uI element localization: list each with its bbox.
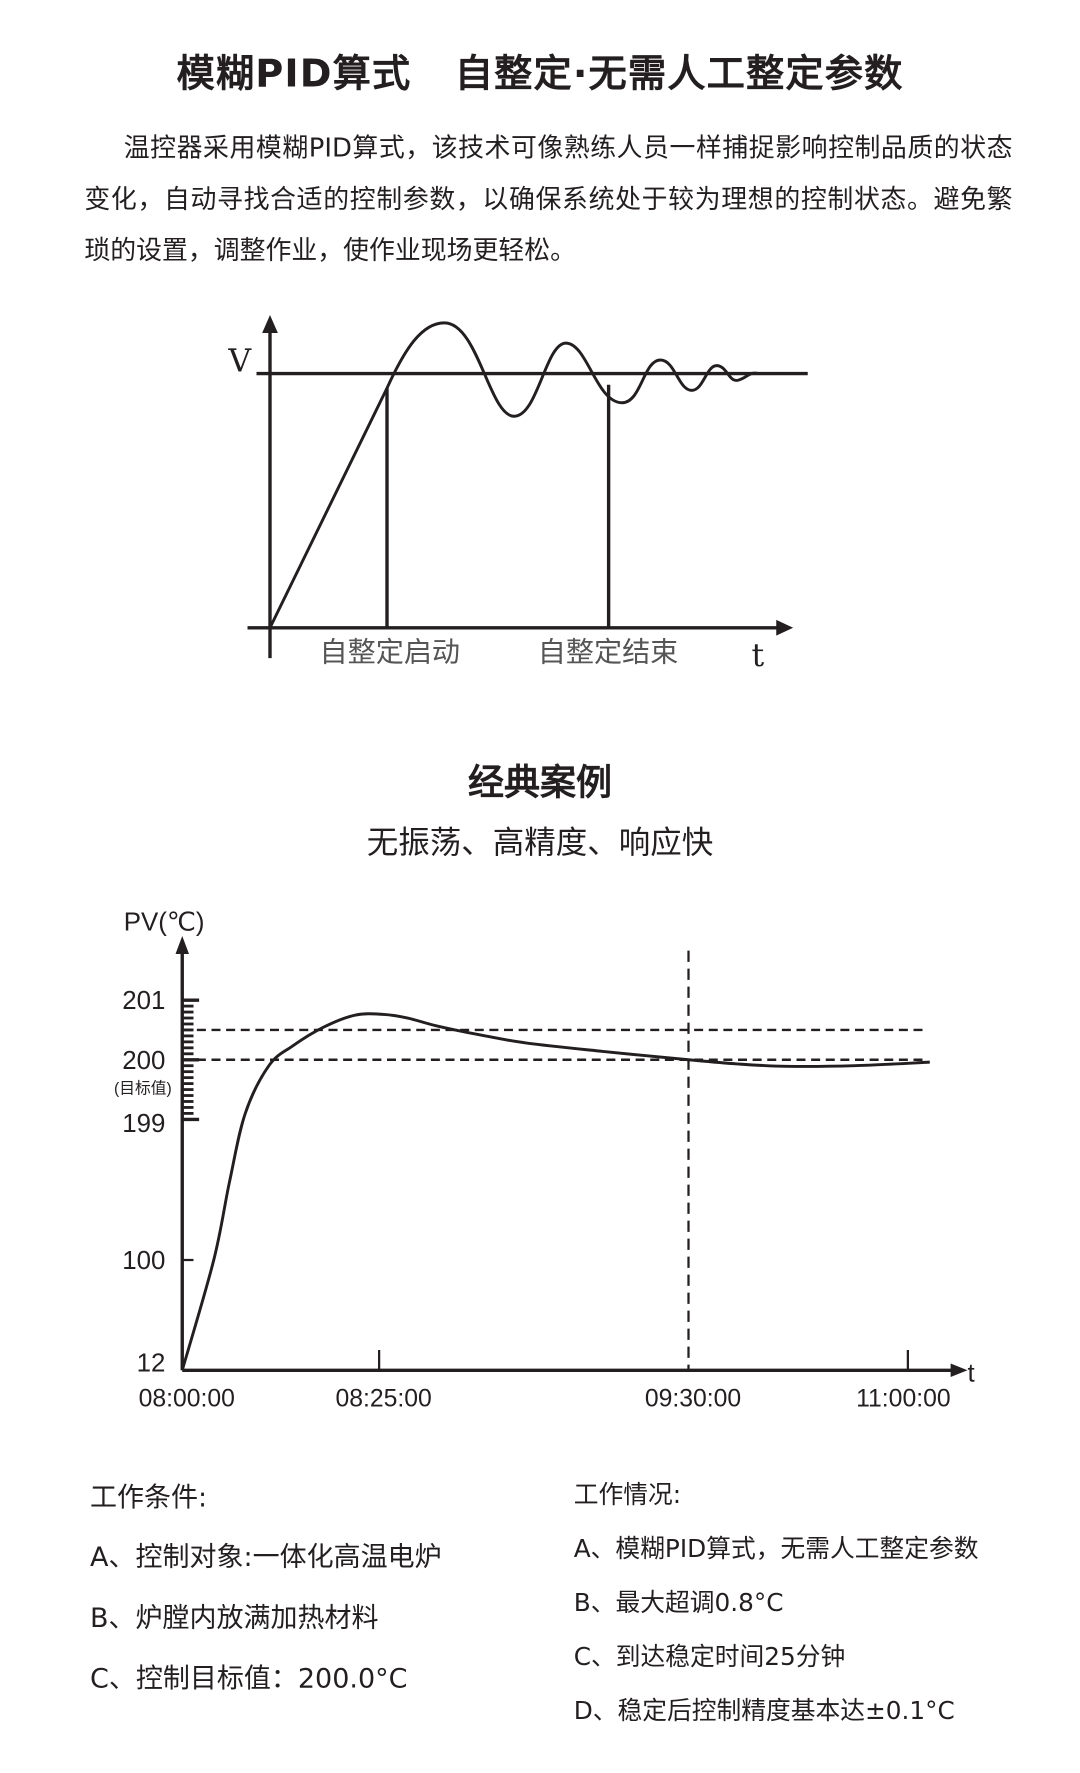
- y-axis-label: PV(℃): [124, 908, 205, 936]
- x-tick-label: 08:25:00: [335, 1385, 431, 1412]
- y-tick-label: 200: [122, 1047, 165, 1075]
- y-tick-label: 199: [122, 1110, 165, 1138]
- temperature-curve: [180, 1012, 930, 1371]
- y-tick-label: 12: [137, 1349, 166, 1377]
- conditions-title: 工作条件:: [90, 1481, 208, 1514]
- status-item: B、最大超调0.8°C: [573, 1589, 784, 1618]
- x-axis-arrow: [776, 619, 794, 636]
- x-axis-label: t: [968, 1360, 975, 1388]
- x-axis-arrow: [950, 1363, 968, 1377]
- x-axis-label: t: [752, 638, 765, 674]
- condition-item: C、控制目标值：200.0°C: [90, 1662, 408, 1695]
- condition-item: A、控制对象:一体化高温电炉: [90, 1541, 442, 1573]
- case-title: 经典案例: [467, 760, 612, 804]
- end-label: 自整定结束: [538, 636, 679, 669]
- condition-item: B、炉膛内放满加热材料: [90, 1602, 379, 1634]
- y-tick-label: 100: [122, 1247, 165, 1275]
- page-title: 模糊PID算式 自整定·无需人工整定参数: [176, 51, 904, 97]
- y-tick-label: 201: [122, 987, 165, 1015]
- y-axis-arrow: [262, 315, 278, 333]
- x-tick-label: 08:00:00: [139, 1385, 235, 1412]
- status-item: D、稳定后控制精度基本达±0.1°C: [573, 1697, 955, 1726]
- y-axis-label: V: [227, 343, 252, 379]
- self-tuning-diagram: V t 自整定启动 自整定结束: [227, 315, 808, 674]
- status-item: A、模糊PID算式，无需人工整定参数: [573, 1535, 979, 1564]
- status-item: C、到达稳定时间25分钟: [573, 1643, 846, 1672]
- y-axis-arrow: [175, 936, 189, 954]
- status-title: 工作情况:: [573, 1481, 682, 1510]
- temperature-chart: PV(℃) t (目标值) 12 100 199 200 201 08:00:00 08:2…: [114, 908, 975, 1412]
- start-label: 自整定启动: [320, 636, 461, 669]
- x-tick-label: 11:00:00: [856, 1385, 951, 1412]
- description: 温控器采用模糊PID算式，该技术可像熟练人员一样捕捉影响控制品质的状态变化，自动…: [84, 133, 1013, 266]
- target-note: (目标值): [114, 1080, 172, 1098]
- case-subtitle: 无振荡、高精度、响应快: [366, 823, 714, 861]
- response-curve: [268, 321, 777, 629]
- x-tick-label: 09:30:00: [645, 1385, 741, 1412]
